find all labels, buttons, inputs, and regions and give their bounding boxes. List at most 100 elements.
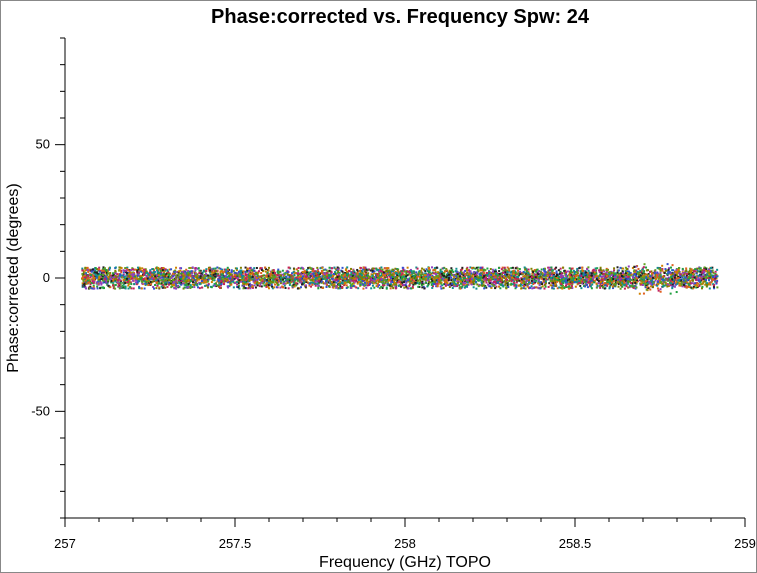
data-point: [213, 269, 216, 272]
data-point: [488, 277, 491, 280]
data-point: [259, 267, 262, 270]
data-point: [686, 275, 689, 278]
data-point: [202, 279, 205, 282]
data-point: [392, 272, 395, 275]
data-point: [422, 283, 425, 286]
data-point: [640, 282, 643, 285]
data-point: [493, 277, 496, 280]
data-point: [494, 268, 497, 271]
data-point: [399, 284, 402, 287]
data-point: [408, 271, 411, 274]
data-point: [254, 278, 257, 281]
data-point: [260, 277, 263, 280]
data-point: [643, 277, 646, 280]
data-point: [562, 266, 565, 269]
data-point: [305, 269, 308, 272]
data-point: [569, 270, 572, 273]
data-point: [535, 277, 538, 280]
data-point: [128, 281, 131, 284]
data-point: [627, 270, 630, 273]
data-point: [383, 277, 386, 280]
data-point: [458, 284, 461, 287]
data-point: [274, 276, 277, 279]
data-point: [342, 277, 345, 280]
data-point: [424, 272, 427, 275]
data-point: [174, 279, 177, 282]
data-point: [366, 273, 369, 276]
data-point: [272, 269, 275, 272]
data-point: [404, 283, 407, 286]
data-point: [413, 280, 416, 283]
data-point: [173, 274, 176, 277]
data-point: [86, 274, 89, 277]
data-point: [455, 271, 458, 274]
data-point: [570, 268, 573, 271]
data-point: [422, 273, 425, 276]
data-point: [488, 270, 491, 273]
data-point: [284, 279, 287, 282]
data-point: [122, 283, 125, 286]
data-point: [226, 285, 229, 288]
data-point: [661, 275, 664, 278]
data-point: [190, 272, 193, 275]
data-point: [371, 280, 374, 283]
data-point: [411, 285, 414, 288]
data-point: [267, 279, 270, 282]
data-point: [436, 282, 439, 285]
data-point: [276, 274, 279, 277]
data-point: [532, 272, 535, 275]
data-point: [573, 275, 576, 278]
data-point: [649, 270, 651, 273]
data-point: [96, 272, 99, 275]
data-point: [635, 269, 638, 272]
data-point: [454, 277, 457, 280]
data-point: [439, 268, 442, 271]
data-point: [639, 274, 642, 277]
data-point: [532, 277, 535, 280]
data-point: [435, 274, 438, 277]
data-point: [671, 272, 674, 275]
data-point: [503, 266, 506, 269]
data-point: [370, 287, 373, 290]
data-point: [371, 284, 374, 287]
data-point: [530, 282, 533, 285]
data-point: [358, 277, 361, 280]
data-point: [422, 268, 425, 271]
data-point: [333, 266, 336, 269]
data-point: [421, 273, 424, 276]
data-point: [207, 280, 210, 283]
data-point: [314, 270, 317, 273]
data-point: [573, 273, 576, 275]
data-point: [707, 275, 710, 278]
data-point: [502, 280, 505, 283]
data-point: [580, 287, 583, 290]
data-point: [236, 283, 239, 286]
data-point: [160, 268, 163, 271]
data-point: [531, 269, 534, 272]
data-point: [352, 285, 355, 287]
data-point: [316, 280, 319, 283]
data-point: [103, 277, 106, 280]
data-point: [560, 281, 563, 284]
data-point: [667, 268, 670, 271]
data-point: [637, 273, 640, 276]
data-point: [543, 267, 546, 270]
data-point: [187, 284, 190, 287]
data-point: [174, 272, 177, 275]
data-point: [656, 284, 659, 287]
data-point: [253, 267, 256, 270]
data-point: [609, 282, 611, 285]
data-point: [469, 266, 472, 269]
data-point: [193, 286, 196, 289]
data-point: [642, 292, 645, 295]
data-point: [132, 287, 135, 290]
data-point: [583, 275, 586, 278]
data-point: [380, 280, 383, 283]
data-point: [360, 274, 363, 277]
data-point: [488, 273, 491, 276]
data-point: [281, 273, 284, 276]
data-point: [207, 274, 210, 277]
data-point: [222, 272, 225, 275]
data-point: [184, 284, 187, 287]
data-point: [506, 284, 509, 287]
